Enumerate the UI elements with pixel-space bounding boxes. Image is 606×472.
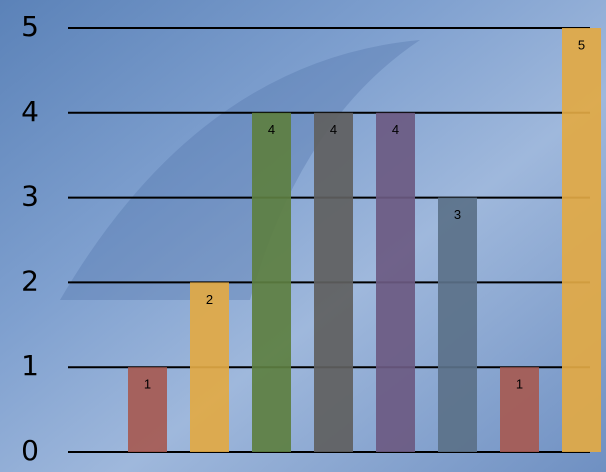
y-tick-label: 2	[21, 264, 39, 297]
y-tick-label: 5	[21, 10, 39, 43]
bar	[562, 28, 601, 452]
bar	[376, 112, 415, 453]
data-label: 3	[454, 207, 461, 222]
y-tick-label: 0	[21, 434, 39, 467]
bar	[252, 112, 291, 453]
bar	[500, 367, 539, 452]
data-label: 1	[144, 377, 151, 392]
y-tick-label: 4	[21, 95, 39, 128]
data-label: 5	[578, 37, 585, 52]
data-label: 4	[392, 122, 399, 137]
background-shape	[60, 40, 420, 300]
y-tick-label: 1	[21, 349, 39, 382]
y-tick-label: 3	[21, 180, 39, 213]
bar	[190, 282, 229, 452]
data-label: 2	[206, 292, 213, 307]
data-label: 4	[330, 122, 337, 137]
bar	[438, 197, 477, 452]
data-label: 4	[268, 122, 275, 137]
data-label: 1	[516, 377, 523, 392]
bar	[128, 367, 167, 452]
bar	[314, 112, 353, 453]
